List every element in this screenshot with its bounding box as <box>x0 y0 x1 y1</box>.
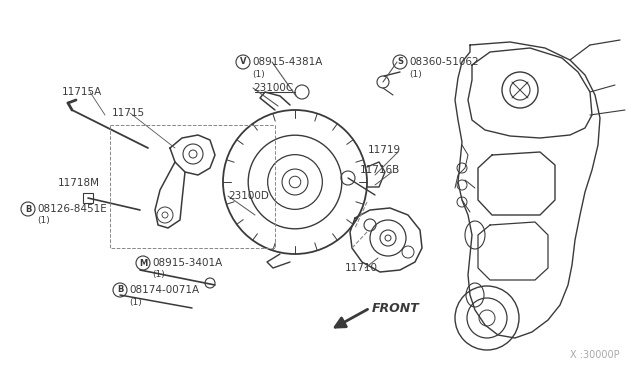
Text: S: S <box>397 58 403 67</box>
Text: X :30000P: X :30000P <box>570 350 620 360</box>
Text: 11710: 11710 <box>345 263 378 273</box>
Text: 11719: 11719 <box>368 145 401 155</box>
Text: 23100D: 23100D <box>228 191 269 201</box>
Text: (1): (1) <box>152 270 164 279</box>
Text: 08915-3401A: 08915-3401A <box>152 258 222 268</box>
Bar <box>83 193 93 203</box>
Text: B: B <box>25 205 31 214</box>
Text: 11715A: 11715A <box>62 87 102 97</box>
Text: 11718M: 11718M <box>58 178 100 188</box>
Text: (1): (1) <box>37 217 50 225</box>
Text: B: B <box>117 285 123 295</box>
Text: (1): (1) <box>252 70 265 78</box>
Text: (1): (1) <box>129 298 141 307</box>
Text: V: V <box>240 58 246 67</box>
Text: FRONT: FRONT <box>372 301 420 314</box>
Text: 11716B: 11716B <box>360 165 400 175</box>
Text: 08360-51062: 08360-51062 <box>409 57 479 67</box>
Text: 08174-0071A: 08174-0071A <box>129 285 199 295</box>
Text: 23100C: 23100C <box>253 83 293 93</box>
Text: M: M <box>139 259 147 267</box>
Text: (1): (1) <box>409 70 422 78</box>
Text: 08126-8451E: 08126-8451E <box>37 204 107 214</box>
Text: 11715: 11715 <box>112 108 145 118</box>
Text: 08915-4381A: 08915-4381A <box>252 57 323 67</box>
